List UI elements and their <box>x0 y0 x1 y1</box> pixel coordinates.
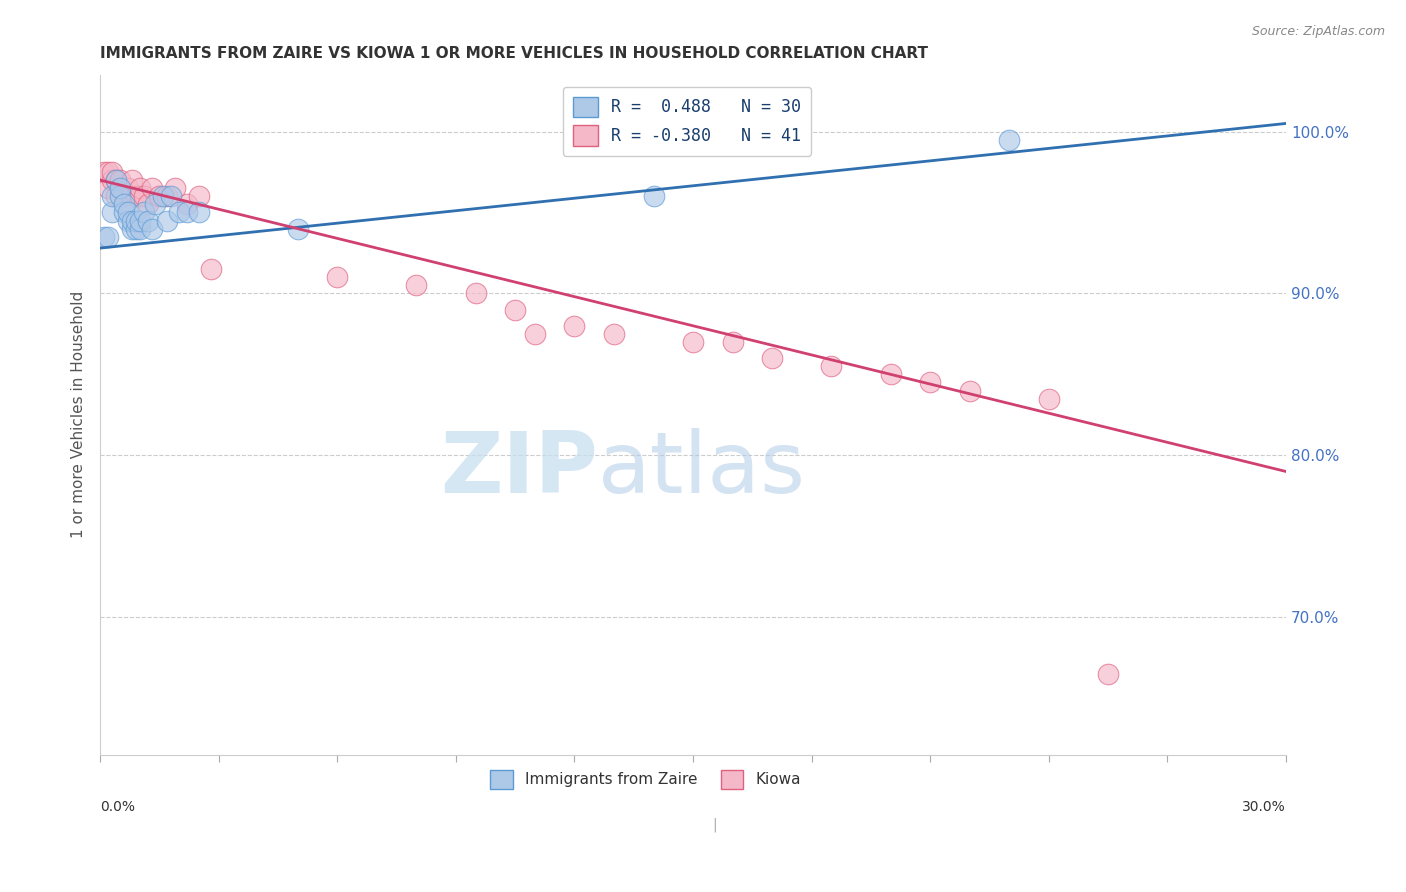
Point <box>112 197 135 211</box>
Point <box>97 229 120 244</box>
Point <box>287 221 309 235</box>
Legend: Immigrants from Zaire, Kiowa: Immigrants from Zaire, Kiowa <box>484 764 807 795</box>
Point <box>141 221 163 235</box>
Point <box>125 189 148 203</box>
Point <box>136 213 159 227</box>
Point <box>176 205 198 219</box>
Point <box>132 205 155 219</box>
Text: 30.0%: 30.0% <box>1243 800 1286 814</box>
Text: Source: ZipAtlas.com: Source: ZipAtlas.com <box>1251 25 1385 38</box>
Point <box>503 302 526 317</box>
Point <box>156 213 179 227</box>
Point <box>998 133 1021 147</box>
Point <box>108 181 131 195</box>
Point <box>128 221 150 235</box>
Point <box>101 165 124 179</box>
Point <box>101 205 124 219</box>
Text: 0.0%: 0.0% <box>100 800 135 814</box>
Point <box>128 181 150 195</box>
Point <box>125 221 148 235</box>
Point <box>104 173 127 187</box>
Point <box>187 205 209 219</box>
Point <box>112 205 135 219</box>
Point <box>93 165 115 179</box>
Point <box>564 318 586 333</box>
Point <box>152 189 174 203</box>
Point <box>104 173 127 187</box>
Point <box>176 197 198 211</box>
Point <box>136 197 159 211</box>
Point <box>156 189 179 203</box>
Point <box>97 181 120 195</box>
Point <box>117 213 139 227</box>
Point <box>128 213 150 227</box>
Point <box>101 173 124 187</box>
Point <box>132 189 155 203</box>
Point <box>125 213 148 227</box>
Point <box>820 359 842 374</box>
Text: atlas: atlas <box>598 428 806 511</box>
Point <box>108 181 131 195</box>
Point <box>121 173 143 187</box>
Point <box>167 205 190 219</box>
Point <box>121 221 143 235</box>
Point <box>1038 392 1060 406</box>
Point <box>603 326 626 341</box>
Point <box>93 229 115 244</box>
Point <box>1097 666 1119 681</box>
Text: IMMIGRANTS FROM ZAIRE VS KIOWA 1 OR MORE VEHICLES IN HOUSEHOLD CORRELATION CHART: IMMIGRANTS FROM ZAIRE VS KIOWA 1 OR MORE… <box>100 46 928 62</box>
Point <box>682 334 704 349</box>
Point <box>112 189 135 203</box>
Point <box>879 368 901 382</box>
Y-axis label: 1 or more Vehicles in Household: 1 or more Vehicles in Household <box>72 291 86 539</box>
Point <box>761 351 783 366</box>
Point <box>141 181 163 195</box>
Point <box>523 326 546 341</box>
Point <box>104 189 127 203</box>
Point <box>128 189 150 203</box>
Point <box>200 262 222 277</box>
Point <box>97 165 120 179</box>
Point <box>187 189 209 203</box>
Text: |: | <box>711 818 717 832</box>
Point <box>643 189 665 203</box>
Point <box>464 286 486 301</box>
Point <box>959 384 981 398</box>
Point <box>160 189 183 203</box>
Point <box>326 270 349 285</box>
Point <box>101 189 124 203</box>
Point <box>117 205 139 219</box>
Point <box>117 181 139 195</box>
Point <box>108 189 131 203</box>
Point <box>920 376 942 390</box>
Point <box>405 278 427 293</box>
Point <box>165 181 187 195</box>
Point <box>148 189 170 203</box>
Text: ZIP: ZIP <box>440 428 598 511</box>
Point <box>121 213 143 227</box>
Point <box>121 189 143 203</box>
Point <box>145 197 167 211</box>
Point <box>721 334 744 349</box>
Point <box>108 173 131 187</box>
